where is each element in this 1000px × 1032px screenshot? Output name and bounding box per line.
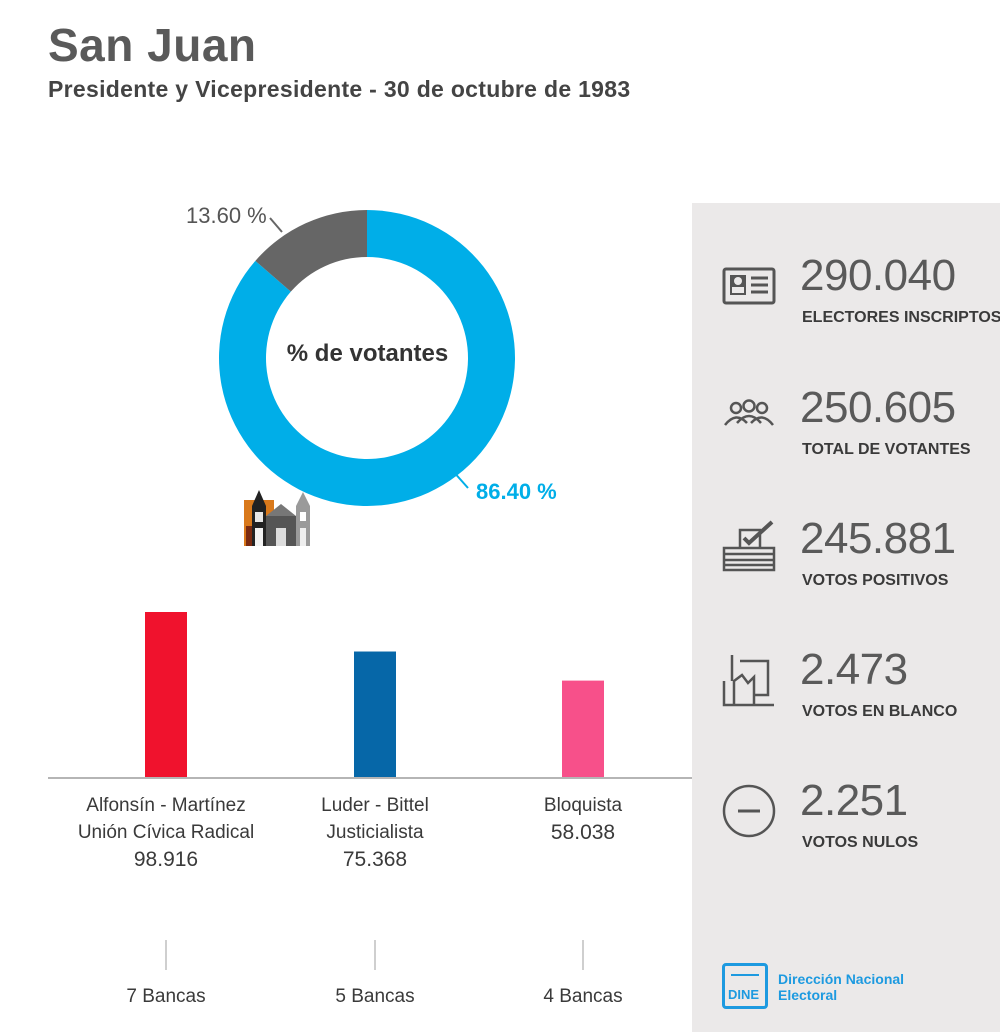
bancas-tick — [374, 940, 376, 970]
bancas-tick — [582, 940, 584, 970]
stat-votos-nulos: 2.251 VOTOS NULOS — [692, 776, 1000, 886]
minus-circle-icon — [722, 784, 776, 838]
dine-line-2: Electoral — [778, 987, 838, 1003]
donut-slice-1 — [218, 210, 515, 507]
votes-bar-chart — [48, 612, 692, 779]
absent-percentage-label: 13.60 % — [186, 203, 267, 228]
stat-label: VOTOS NULOS — [802, 834, 919, 851]
turnout-percentage-label: 86.40 % — [476, 479, 557, 504]
blank-ballot-icon — [722, 655, 774, 707]
bar-2 — [354, 651, 396, 778]
bar-1 — [145, 612, 187, 778]
stat-total-votantes: 250.605 TOTAL DE VOTANTES — [692, 383, 1000, 493]
dine-badge-icon: DINE — [722, 963, 768, 1009]
id-card-icon — [722, 267, 776, 305]
vote-count: 75.368 — [342, 848, 408, 871]
candidate-label-3: Bloquista 58.038 — [473, 792, 693, 846]
party-name: Unión Cívica Radical — [77, 822, 255, 843]
candidate-name: Bloquista — [543, 795, 623, 816]
turnout-leader-line — [451, 469, 469, 489]
vote-count: 98.916 — [133, 848, 199, 871]
candidate-name: Alfonsín - Martínez — [86, 795, 246, 816]
stat-votos-en-blanco: 2.473 VOTOS EN BLANCO — [692, 645, 1000, 755]
stat-value: 250.605 — [800, 383, 956, 432]
donut-slice-2 — [255, 210, 367, 292]
bar-3 — [562, 680, 604, 778]
donut-center-label: % de votantes — [286, 340, 449, 367]
people-icon — [724, 399, 774, 426]
dine-badge-text: DINE — [728, 987, 760, 1002]
stat-electores-inscriptos: 290.040 ELECTORES INSCRIPTOS — [692, 251, 1000, 361]
dine-name: Dirección Nacional Electoral — [778, 971, 978, 1003]
stat-votos-positivos: 245.881 VOTOS POSITIVOS — [692, 514, 1000, 624]
turnout-donut-chart — [218, 210, 515, 507]
ballot-box-icon — [722, 520, 776, 572]
bancas-label-1: 7 Bancas — [126, 986, 206, 1007]
stat-label: VOTOS EN BLANCO — [802, 703, 958, 720]
page-subtitle: Presidente y Vicepresidente - 30 de octu… — [48, 76, 631, 102]
stat-value: 290.040 — [800, 251, 956, 300]
bancas-label-2: 5 Bancas — [335, 986, 415, 1007]
stat-label: ELECTORES INSCRIPTOS — [802, 309, 1000, 326]
page-title: San Juan — [48, 19, 257, 71]
stat-value: 245.881 — [800, 514, 956, 563]
church-logo-icon — [244, 490, 310, 546]
stat-value: 2.251 — [800, 776, 908, 825]
bancas-label-3: 4 Bancas — [543, 986, 623, 1007]
stat-label: TOTAL DE VOTANTES — [802, 441, 971, 458]
dine-line-1: Dirección Nacional — [778, 971, 905, 987]
stat-value: 2.473 — [800, 645, 908, 694]
stat-label: VOTOS POSITIVOS — [802, 572, 949, 589]
absent-leader-line — [269, 217, 283, 233]
candidate-label-1: Alfonsín - Martínez Unión Cívica Radical… — [56, 792, 276, 873]
candidate-name: Luder - Bittel — [321, 795, 429, 816]
party-name: Justicialista — [326, 822, 424, 843]
stats-panel: 290.040 ELECTORES INSCRIPTOS 250.605 TOT… — [692, 203, 1000, 1032]
candidate-label-2: Luder - Bittel Justicialista 75.368 — [265, 792, 485, 873]
vote-count: 58.038 — [550, 821, 616, 844]
bancas-tick — [165, 940, 167, 970]
